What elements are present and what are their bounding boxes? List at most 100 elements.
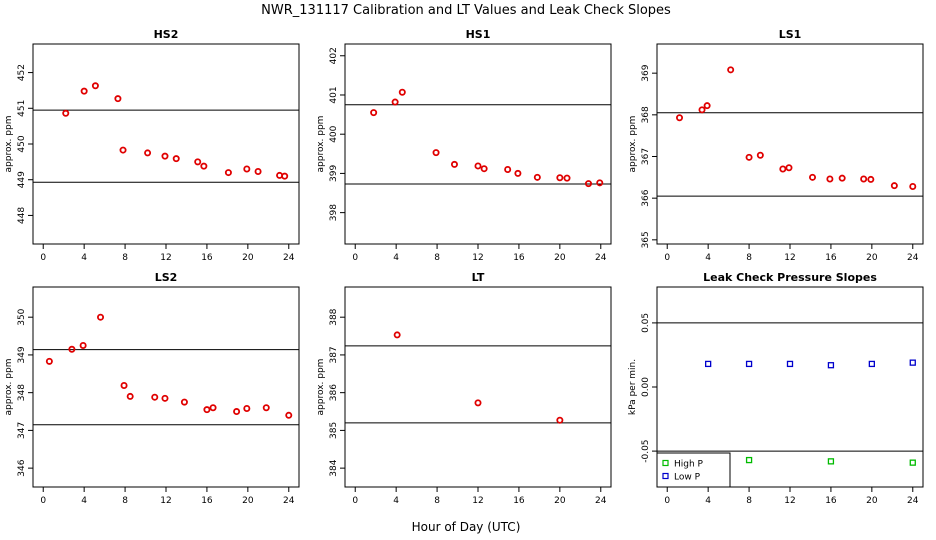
x-tick-label: 12: [472, 496, 483, 506]
y-tick-label: 348: [17, 384, 27, 401]
data-point: [563, 174, 571, 182]
data-point: [194, 158, 202, 166]
x-tick-label: 12: [472, 253, 483, 263]
x-tick-label: 20: [242, 253, 254, 263]
data-point: [745, 360, 753, 368]
y-axis-label: approx. ppm: [316, 116, 326, 173]
panel-title: LT: [472, 271, 485, 284]
y-tick-label: 367: [641, 148, 651, 165]
x-tick-label: 16: [825, 253, 837, 263]
data-point: [584, 180, 592, 188]
legend-box: [656, 452, 731, 488]
data-point: [676, 114, 684, 122]
data-point: [243, 405, 251, 413]
y-axis-label: approx. ppm: [4, 359, 14, 416]
x-tick-label: 16: [513, 253, 525, 263]
y-tick-label: 369: [641, 64, 651, 81]
data-series: [393, 331, 564, 424]
data-point: [398, 88, 406, 96]
data-point: [867, 175, 875, 183]
y-axis-label: kPa per min.: [628, 359, 638, 415]
x-tick-label: 4: [81, 496, 87, 506]
data-point: [826, 175, 834, 183]
data-point: [779, 165, 787, 173]
data-point: [504, 165, 512, 173]
x-tick-label: 20: [554, 496, 566, 506]
x-tick-label: 4: [81, 253, 87, 263]
y-tick-label: 386: [329, 384, 339, 401]
x-tick-label: 24: [595, 253, 607, 263]
legend-marker: [662, 472, 669, 480]
y-tick-label: 365: [641, 231, 651, 248]
x-tick-label: 4: [393, 496, 399, 506]
data-point: [785, 164, 793, 172]
x-tick-label: 16: [201, 496, 213, 506]
x-tick-label: 4: [705, 253, 711, 263]
y-tick-label: 452: [17, 64, 27, 81]
data-series: [370, 88, 604, 188]
data-point: [827, 458, 835, 465]
x-tick-label: 8: [122, 253, 128, 263]
y-tick-label: 449: [17, 171, 27, 188]
data-point: [203, 406, 211, 414]
y-tick-label: 0.00: [641, 377, 651, 397]
panel-title: LS1: [779, 28, 802, 41]
data-point: [209, 404, 217, 412]
y-tick-label: 399: [329, 165, 339, 182]
y-tick-label: 350: [17, 308, 27, 325]
data-point: [151, 393, 159, 401]
y-tick-label: 451: [17, 100, 27, 117]
x-tick-label: 4: [393, 253, 399, 263]
data-point: [126, 392, 134, 400]
y-tick-label: 346: [17, 459, 27, 476]
x-tick-label: 20: [554, 253, 566, 263]
data-point: [45, 357, 53, 365]
legend-label: Low P: [674, 473, 701, 483]
y-tick-label: 400: [329, 125, 339, 142]
y-tick-label: -0.05: [641, 439, 651, 462]
y-tick-label: 349: [17, 346, 27, 363]
x-tick-label: 8: [746, 496, 752, 506]
x-tick-label: 4: [705, 496, 711, 506]
x-tick-label: 16: [513, 496, 525, 506]
data-point: [596, 179, 604, 187]
data-series: [676, 66, 917, 190]
chart-panel-6: Leak Check Pressure Slopes 0 4 8 12 16 20 24 -0.…: [628, 271, 924, 506]
x-tick-label: 8: [434, 253, 440, 263]
y-tick-label: 450: [17, 135, 27, 152]
x-tick-label: 8: [746, 253, 752, 263]
y-axis-label: approx. ppm: [628, 116, 638, 173]
figure-title: NWR_131117 Calibration and LT Values and…: [261, 3, 671, 18]
x-tick-label: 24: [595, 496, 607, 506]
data-point: [745, 153, 753, 161]
data-point: [80, 87, 88, 95]
plot-frame: [344, 286, 612, 488]
data-point: [809, 173, 817, 181]
x-tick-label: 20: [242, 496, 254, 506]
data-point: [180, 398, 188, 406]
data-point: [556, 174, 564, 182]
y-tick-label: 402: [329, 47, 339, 64]
y-tick-label: 0.05: [641, 313, 651, 333]
x-tick-label: 12: [160, 253, 171, 263]
data-point: [144, 149, 152, 157]
y-tick-label: 448: [17, 207, 27, 224]
panel-title: HS1: [466, 28, 491, 41]
x-tick-label: 0: [664, 253, 670, 263]
chart-panel-1: HS2 0 4 8 12 16 20 24 448 449 450 451 452 approx. ppm: [4, 28, 300, 263]
data-point: [254, 167, 262, 175]
data-series: [62, 82, 289, 180]
plot-frame: [32, 43, 300, 245]
x-tick-label: 0: [352, 496, 358, 506]
data-point: [68, 345, 76, 353]
data-series: [45, 313, 293, 419]
x-tick-label: 12: [784, 253, 795, 263]
data-point: [514, 169, 522, 177]
data-point: [533, 173, 541, 181]
x-tick-label: 24: [907, 496, 919, 506]
panel-title: LS2: [155, 271, 178, 284]
plot-frame: [32, 286, 300, 488]
x-tick-label: 24: [283, 253, 295, 263]
y-tick-label: 385: [329, 422, 339, 439]
data-point: [172, 155, 180, 163]
